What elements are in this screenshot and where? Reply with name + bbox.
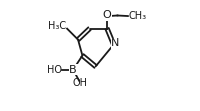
Text: B: B [69,65,77,75]
Text: H₃C: H₃C [48,21,66,31]
Text: CH₃: CH₃ [128,11,146,21]
Text: N: N [111,38,119,48]
Text: HO: HO [46,65,61,75]
Text: OH: OH [72,78,87,88]
Text: O: O [102,11,111,21]
